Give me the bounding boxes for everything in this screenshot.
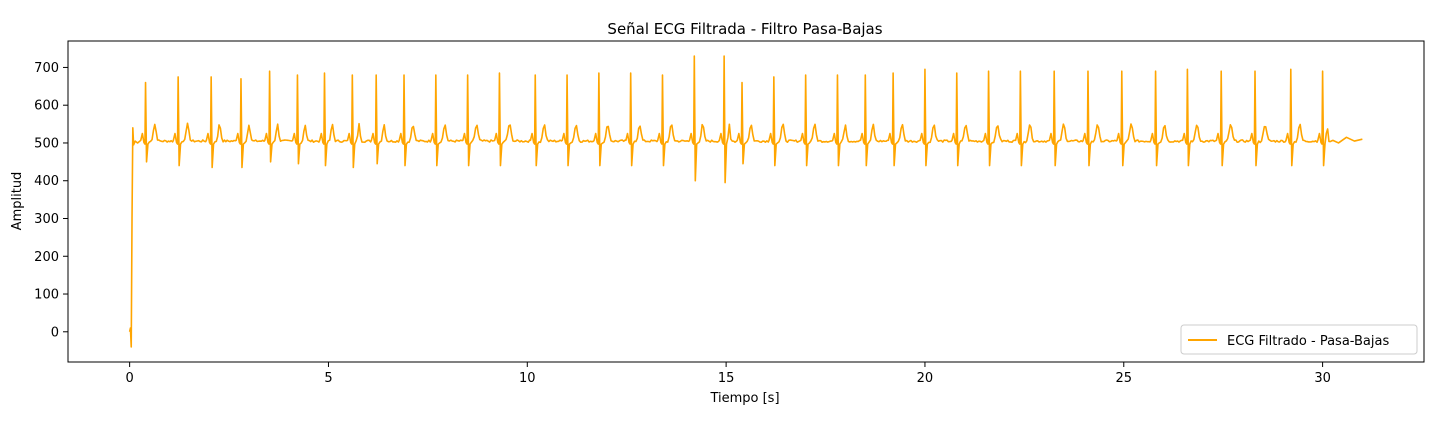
x-tick-label: 10 (519, 371, 536, 386)
x-axis-ticks: 0 5 10 15 20 25 30 (125, 362, 1331, 386)
x-tick-label: 0 (125, 371, 133, 386)
y-tick-label: 300 (34, 212, 59, 227)
legend: ECG Filtrado - Pasa-Bajas (1180, 324, 1418, 355)
x-tick-label: 5 (324, 371, 332, 386)
x-tick-label: 15 (718, 371, 735, 386)
legend-box (1180, 324, 1418, 355)
y-tick-label: 700 (34, 61, 59, 76)
ecg-series-line (128, 55, 1363, 348)
plot-frame (67, 40, 1425, 363)
plot-area (68, 41, 1424, 362)
y-tick-label: 500 (34, 136, 59, 151)
x-tick-label: 30 (1314, 371, 1331, 386)
y-tick-label: 600 (34, 99, 59, 114)
chart-title: Señal ECG Filtrada - Filtro Pasa-Bajas (607, 20, 882, 38)
y-tick-label: 100 (34, 288, 59, 303)
y-tick-label: 0 (51, 325, 59, 340)
y-axis-ticks: 0 100 200 300 400 500 600 700 (34, 61, 68, 340)
x-axis-label: Tiempo [s] (709, 391, 779, 406)
legend-label: ECG Filtrado - Pasa-Bajas (1227, 334, 1389, 349)
y-tick-label: 200 (34, 250, 59, 265)
y-axis-label: Amplitud (10, 172, 25, 231)
x-tick-label: 25 (1115, 371, 1132, 386)
y-tick-label: 400 (34, 174, 59, 189)
data-layer (128, 55, 1363, 348)
x-tick-label: 20 (917, 371, 934, 386)
